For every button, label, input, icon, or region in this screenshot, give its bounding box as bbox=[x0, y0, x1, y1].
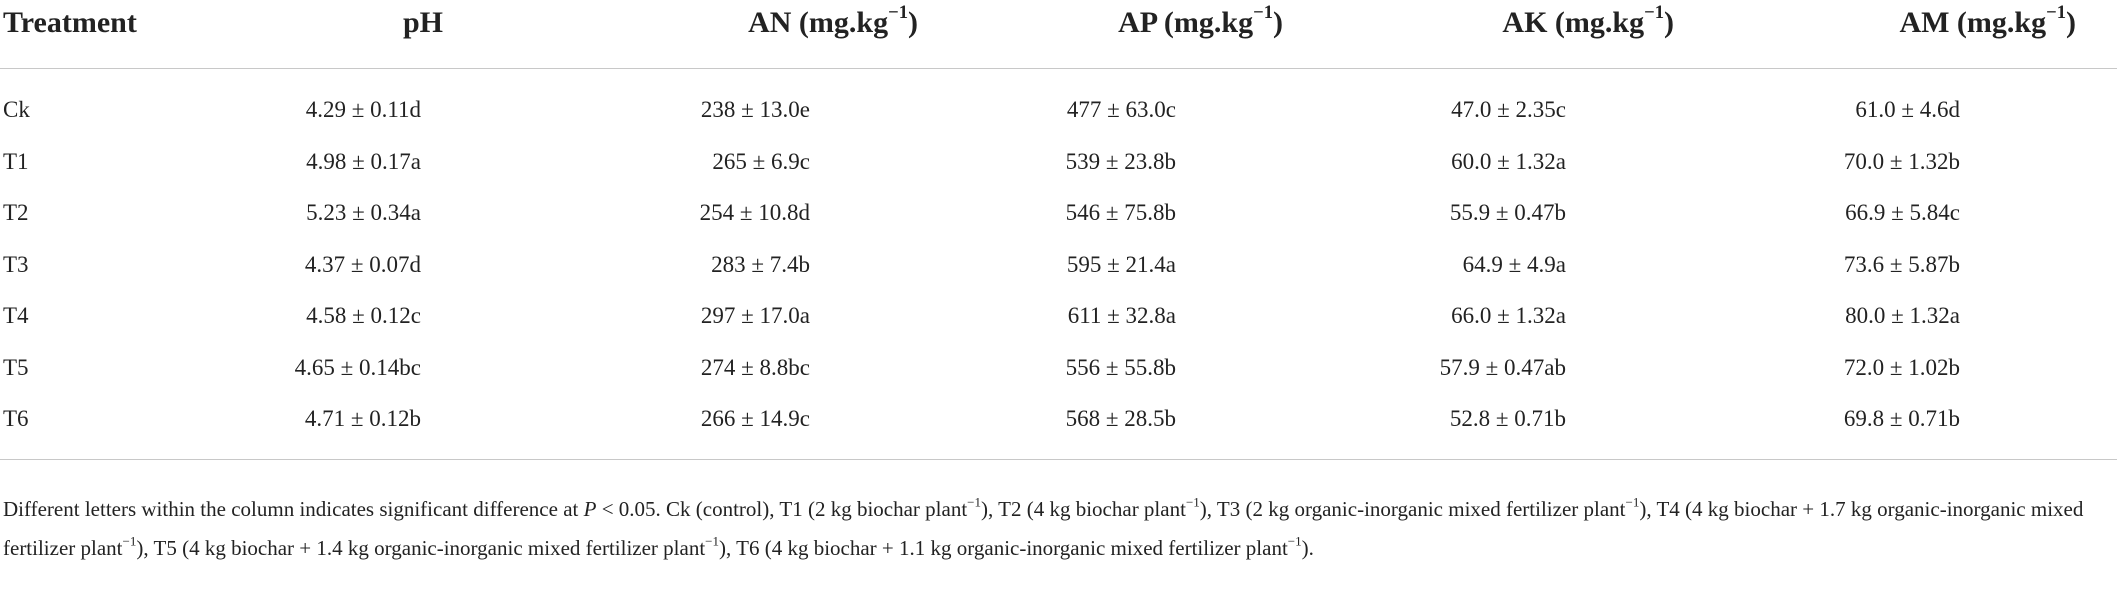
cell-value: 595 ± 21.4a bbox=[1066, 251, 1176, 277]
cell-value: 254 ± 10.8d bbox=[699, 200, 810, 225]
italic-text: P bbox=[583, 497, 597, 521]
cell-value: 4.37 ± 0.07d bbox=[304, 251, 421, 277]
cell-value: 55.9 ± 0.47b bbox=[1449, 200, 1566, 225]
cell-value: 72.0 ± 1.02b bbox=[1843, 354, 1960, 380]
cell-value: 4.65 ± 0.14bc bbox=[294, 354, 421, 380]
cell-value: 539 ± 23.8b bbox=[1065, 148, 1176, 174]
row-label: T5 bbox=[3, 354, 29, 380]
text: ) bbox=[2066, 6, 2076, 39]
text: ), T2 (4 kg biochar plant bbox=[981, 497, 1186, 521]
text: ), T6 (4 kg biochar + 1.1 kg organic-ino… bbox=[719, 536, 1288, 560]
cell-value: 80.0 ± 1.32a bbox=[1845, 303, 1960, 328]
cell-value: 60.0 ± 1.32a bbox=[1451, 148, 1566, 174]
text: ), T4 (4 kg biochar + 1.7 kg organic-ino… bbox=[3, 497, 2084, 560]
cell-value: 546 ± 75.8b bbox=[1065, 200, 1176, 225]
row-label: Ck bbox=[3, 97, 30, 122]
text: AK (mg.kg bbox=[1502, 6, 1645, 39]
cell-value: 5.23 ± 0.34a bbox=[306, 200, 421, 225]
cell-value: 73.6 ± 5.87b bbox=[1843, 251, 1960, 277]
superscript: −1 bbox=[705, 533, 720, 549]
cell-value: 69.8 ± 0.71b bbox=[1843, 406, 1960, 431]
text: AN (mg.kg bbox=[748, 6, 889, 39]
text: < 0.05. Ck (control), T1 (2 kg biochar p… bbox=[596, 497, 968, 521]
cell-value: 265 ± 6.9c bbox=[712, 148, 810, 174]
text: ) bbox=[1273, 6, 1283, 39]
text: pH bbox=[402, 6, 443, 39]
text: ) bbox=[908, 6, 918, 39]
superscript: −1 bbox=[1185, 494, 1200, 510]
cell-value: 4.71 ± 0.12b bbox=[304, 406, 421, 431]
row-label: T3 bbox=[3, 251, 29, 277]
cell-value: 4.58 ± 0.12c bbox=[306, 303, 421, 328]
cell-value: 57.9 ± 0.47ab bbox=[1439, 354, 1566, 380]
text: Different letters within the column indi… bbox=[3, 497, 584, 521]
row-label: T4 bbox=[3, 303, 29, 328]
text: ) bbox=[1664, 6, 1674, 39]
superscript: −1 bbox=[2046, 2, 2066, 24]
cell-value: 238 ± 13.0e bbox=[700, 97, 810, 122]
text: Treatment bbox=[3, 6, 137, 39]
cell-value: 611 ± 32.8a bbox=[1067, 303, 1176, 328]
footnote: Different letters within the column indi… bbox=[3, 490, 2113, 568]
row-label: T2 bbox=[3, 200, 29, 225]
text: AM (mg.kg bbox=[1899, 6, 2047, 39]
cell-value: 66.9 ± 5.84c bbox=[1845, 200, 1960, 225]
cell-value: 66.0 ± 1.32a bbox=[1451, 303, 1566, 328]
superscript: −1 bbox=[1253, 2, 1273, 24]
column-header: AM (mg.kg−1) bbox=[1899, 3, 2076, 40]
superscript: −1 bbox=[1287, 533, 1302, 549]
cell-value: 4.29 ± 0.11d bbox=[305, 97, 421, 122]
superscript: −1 bbox=[1625, 494, 1640, 510]
cell-value: 70.0 ± 1.32b bbox=[1843, 148, 1960, 174]
cell-value: 477 ± 63.0c bbox=[1066, 97, 1176, 122]
cell-value: 266 ± 14.9c bbox=[700, 406, 810, 431]
cell-value: 283 ± 7.4b bbox=[711, 251, 810, 277]
column-header: AN (mg.kg−1) bbox=[748, 3, 918, 40]
superscript: −1 bbox=[122, 533, 137, 549]
text: ), T5 (4 kg biochar + 1.4 kg organic-ino… bbox=[136, 536, 706, 560]
column-header: AP (mg.kg−1) bbox=[1118, 3, 1283, 40]
superscript: −1 bbox=[967, 494, 982, 510]
column-header: Treatment bbox=[3, 6, 137, 40]
cell-value: 297 ± 17.0a bbox=[700, 303, 810, 328]
text: ). bbox=[1301, 536, 1314, 560]
row-label: T1 bbox=[3, 148, 29, 174]
column-header: AK (mg.kg−1) bbox=[1502, 3, 1674, 40]
row-label: T6 bbox=[3, 406, 29, 431]
text: AP (mg.kg bbox=[1118, 6, 1254, 39]
column-header: pH bbox=[403, 6, 443, 40]
cell-value: 568 ± 28.5b bbox=[1065, 406, 1176, 431]
cell-value: 47.0 ± 2.35c bbox=[1451, 97, 1566, 122]
header-rule bbox=[0, 68, 2117, 69]
text: ), T3 (2 kg organic-inorganic mixed fert… bbox=[1199, 497, 1626, 521]
cell-value: 556 ± 55.8b bbox=[1065, 354, 1176, 380]
cell-value: 4.98 ± 0.17a bbox=[306, 148, 421, 174]
superscript: −1 bbox=[888, 2, 908, 24]
bottom-rule bbox=[0, 459, 2117, 460]
cell-value: 61.0 ± 4.6d bbox=[1855, 97, 1960, 122]
cell-value: 52.8 ± 0.71b bbox=[1449, 406, 1566, 431]
cell-value: 274 ± 8.8bc bbox=[700, 354, 810, 380]
superscript: −1 bbox=[1644, 2, 1664, 24]
cell-value: 64.9 ± 4.9a bbox=[1462, 251, 1566, 277]
